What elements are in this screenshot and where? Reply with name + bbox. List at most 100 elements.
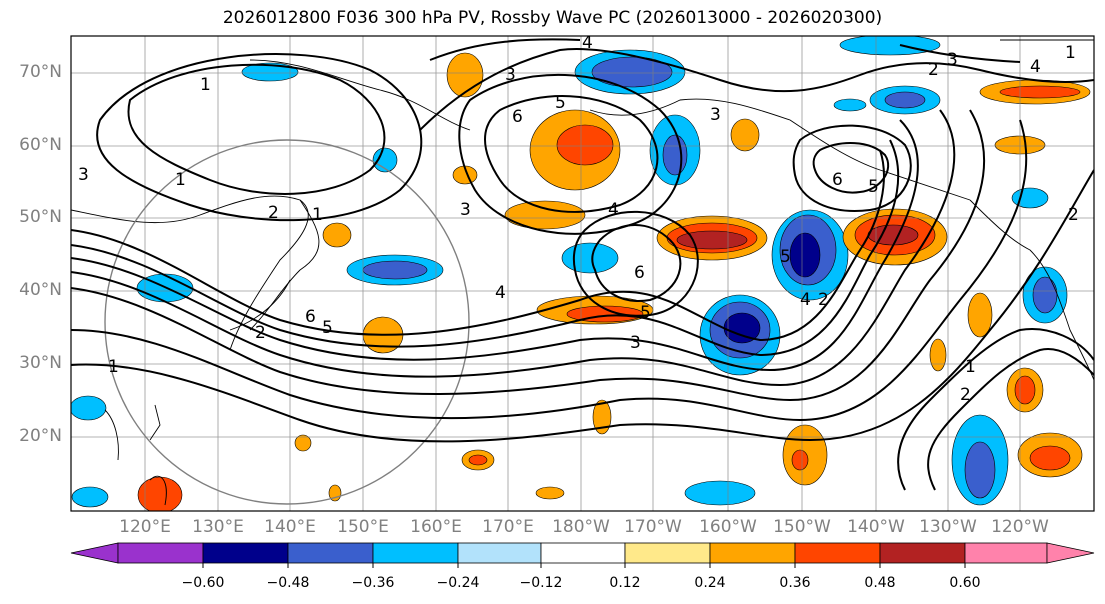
lon-label: 140°W <box>847 517 905 537</box>
contour-label: 4 <box>495 283 506 303</box>
anomaly-blob <box>833 98 867 112</box>
anomaly-blob <box>504 200 586 230</box>
lat-label: 30°N <box>19 353 62 373</box>
colorbar-segment <box>287 542 374 564</box>
colorbar-tick-label: −0.48 <box>266 575 310 591</box>
colorbar-segment <box>117 542 204 564</box>
anomaly-blob <box>884 91 926 109</box>
anomaly-blob <box>294 434 312 452</box>
colorbar-tick-label: 0.60 <box>949 575 981 591</box>
colorbar-tick-label: 0.24 <box>694 575 726 591</box>
anomaly-blob <box>241 62 299 82</box>
colorbar-segment <box>372 542 459 564</box>
contour-label: 2 <box>1068 205 1079 225</box>
contour-label: 1 <box>312 205 323 225</box>
anomaly-blob <box>592 399 612 435</box>
anomaly-blob <box>791 449 809 471</box>
anomaly-blob <box>1014 375 1036 405</box>
anomaly-blob <box>684 480 756 506</box>
colorbar <box>70 542 1095 568</box>
lon-label: 160°W <box>699 517 757 537</box>
lon-label: 150°E <box>337 517 389 537</box>
anomaly-blob <box>468 454 488 466</box>
contour-label: 3 <box>710 105 721 125</box>
anomaly-blob <box>556 124 614 166</box>
colorbar-segment <box>540 542 626 564</box>
lon-label: 130°E <box>192 517 244 537</box>
colorbar-segment <box>624 542 711 564</box>
contour-label: 4 <box>608 200 619 220</box>
anomaly-blob <box>372 147 398 173</box>
anomaly-blob <box>1029 445 1071 471</box>
contour-label: 4 <box>582 33 593 53</box>
colorbar-segment <box>709 542 796 564</box>
lon-label: 160°E <box>410 517 462 537</box>
contour-label: 3 <box>630 333 641 353</box>
anomaly-blob <box>730 118 760 152</box>
lon-label: 170°W <box>624 517 682 537</box>
lat-label: 60°N <box>19 135 62 155</box>
anomaly-blob <box>561 242 619 274</box>
anomaly-blob <box>1032 276 1058 314</box>
lon-label: 170°E <box>482 517 534 537</box>
colorbar-tick-label: 0.48 <box>864 575 896 591</box>
colorbar-segment <box>457 542 542 564</box>
anomaly-blob <box>929 338 947 372</box>
anomaly-blob <box>535 486 565 500</box>
colorbar-tick-label: 0.36 <box>779 575 811 591</box>
contour-label: 6 <box>512 107 523 127</box>
contour-label: 3 <box>78 165 89 185</box>
lon-label: 130°W <box>919 517 977 537</box>
lat-label: 20°N <box>19 426 62 446</box>
contour-label: 6 <box>634 263 645 283</box>
contour-label: 5 <box>640 303 651 323</box>
contour-label: 2 <box>818 290 829 310</box>
contour-label: 2 <box>928 60 939 80</box>
contour-label: 3 <box>505 65 516 85</box>
anomaly-blob <box>839 36 941 56</box>
lat-label: 40°N <box>19 280 62 300</box>
anomaly-blob <box>967 292 993 338</box>
contour-label: 4 <box>1030 57 1041 77</box>
colorbar-segment <box>964 542 1048 564</box>
pv-contours <box>71 38 1094 491</box>
anomaly-blob <box>446 52 484 98</box>
anomaly-blob <box>662 134 688 176</box>
map-frame <box>70 35 1095 512</box>
contour-label: 3 <box>947 50 958 70</box>
colorbar-tick-label: −0.12 <box>519 575 563 591</box>
anomaly-blob <box>676 230 748 250</box>
colorbar-tick-label: 0.12 <box>609 575 641 591</box>
region-circle <box>104 139 470 505</box>
anomaly-blob <box>867 224 919 246</box>
colorbar-tick-label: −0.24 <box>436 575 480 591</box>
anomaly-blob <box>362 260 428 280</box>
colorbar-segment <box>202 542 289 564</box>
coastlines <box>71 39 1094 506</box>
colorbar-segment <box>879 542 966 564</box>
contour-label: 1 <box>175 170 186 190</box>
anomaly-blob <box>322 222 352 248</box>
lon-label: 180°W <box>552 517 610 537</box>
contour-label: 5 <box>555 93 566 113</box>
anomaly-blob <box>71 395 107 421</box>
anomaly-blob <box>789 232 821 278</box>
contour-label: 5 <box>322 318 333 338</box>
colorbar-tick-label: −0.60 <box>181 575 225 591</box>
contour-label: 6 <box>832 170 843 190</box>
anomaly-blob <box>591 56 673 88</box>
negative-anomaly-regions <box>71 36 1068 508</box>
colorbar-segment <box>794 542 881 564</box>
lat-label: 50°N <box>19 207 62 227</box>
lon-label: 120°E <box>119 517 171 537</box>
contour-label: 1 <box>965 357 976 377</box>
contour-labels: 1 2 3 4 5 6 5 4 3 2 1 6 5 4 3 2 1 6 5 2 … <box>78 33 1079 405</box>
colorbar-extend-high <box>1046 542 1095 564</box>
contour-label: 1 <box>200 75 211 95</box>
anomaly-blob <box>71 486 109 508</box>
contour-label: 4 <box>800 290 811 310</box>
anomaly-blob <box>999 85 1081 99</box>
contour-label: 2 <box>255 323 266 343</box>
contour-label: 5 <box>868 177 879 197</box>
